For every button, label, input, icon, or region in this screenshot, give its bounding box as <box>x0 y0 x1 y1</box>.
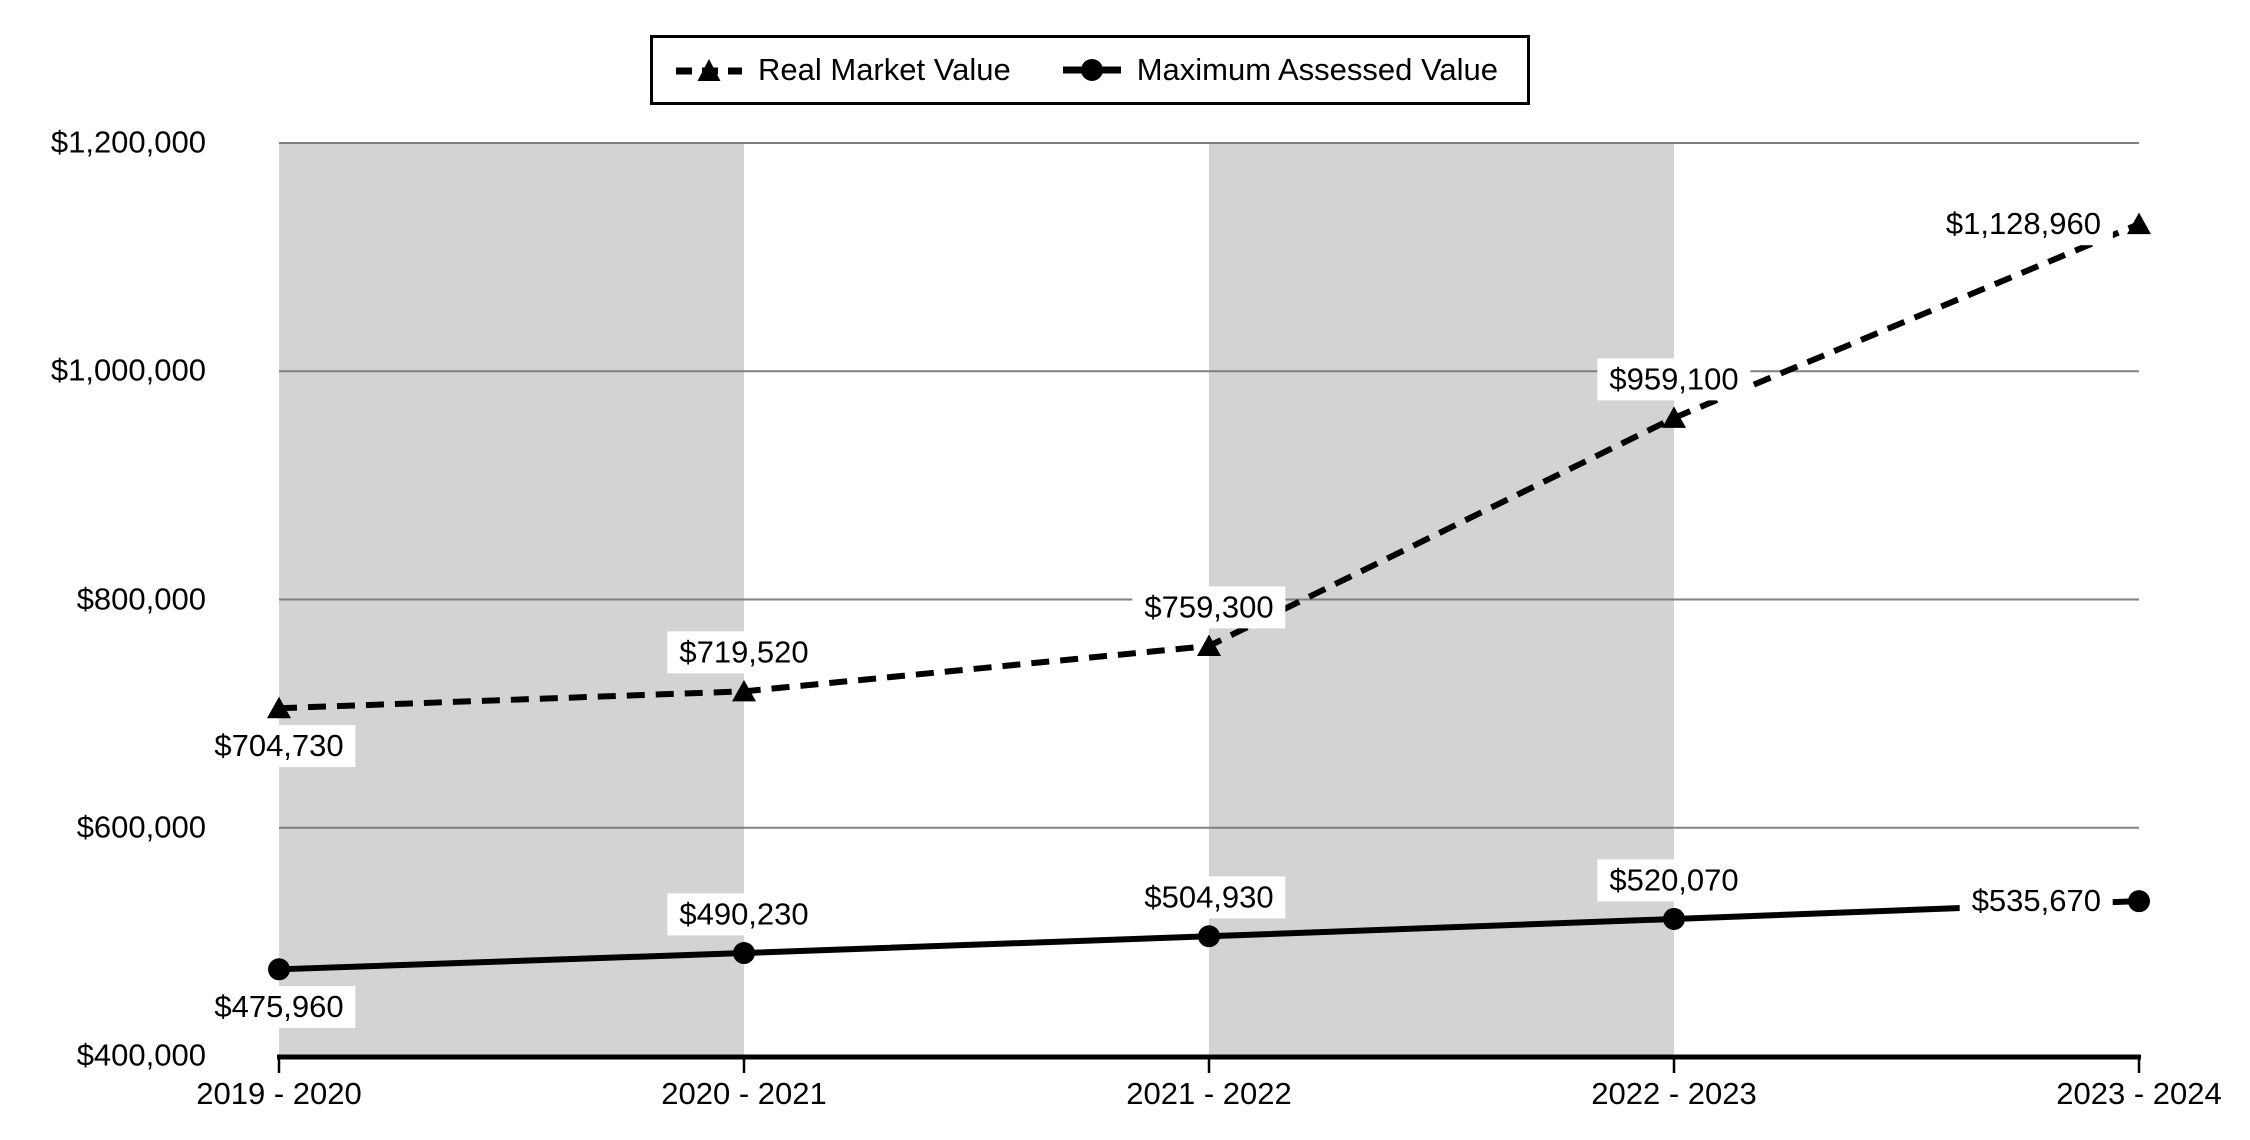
triangle-marker <box>1662 406 1686 428</box>
y-axis-tick-label: $1,200,000 <box>50 124 206 160</box>
y-axis-tick-label: $1,000,000 <box>50 352 206 388</box>
triangle-marker <box>267 696 291 719</box>
legend-label-maximum-assessed-value: Maximum Assessed Value <box>1136 52 1498 87</box>
data-label: $475,960 <box>202 986 356 1028</box>
y-axis-tick-label: $600,000 <box>76 809 206 845</box>
x-axis-tick-label: 2019 - 2020 <box>196 1076 362 1111</box>
circle-marker <box>1198 925 1220 948</box>
data-label: $520,070 <box>1597 859 1751 901</box>
data-label: $535,670 <box>1959 880 2113 922</box>
x-axis-tick-label: 2023 - 2024 <box>2056 1076 2222 1111</box>
data-label: $719,520 <box>667 631 821 674</box>
circle-marker <box>1663 907 1685 930</box>
circle-marker <box>2128 890 2150 913</box>
data-label: $759,300 <box>1132 586 1286 628</box>
data-label: $959,100 <box>1597 358 1751 400</box>
solid-line-circle-marker-icon <box>1062 59 1121 81</box>
triangle-marker <box>732 679 756 702</box>
data-label: $504,930 <box>1132 876 1286 919</box>
x-axis-tick-label: 2020 - 2021 <box>661 1076 827 1111</box>
data-label: $704,730 <box>202 725 356 767</box>
dashed-line-triangle-marker-icon <box>676 59 742 81</box>
triangle-marker <box>2127 212 2151 235</box>
x-axis-tick-label: 2021 - 2022 <box>1126 1076 1292 1111</box>
legend-label-real-market-value: Real Market Value <box>758 52 1011 87</box>
triangle-marker <box>1197 634 1221 656</box>
circle-marker <box>268 958 290 981</box>
legend: Real Market Value Maximum Assessed Value <box>650 35 1530 105</box>
x-axis-tick-label: 2022 - 2023 <box>1591 1076 1757 1111</box>
circle-marker <box>733 942 755 965</box>
y-axis-tick-label: $800,000 <box>76 580 206 616</box>
y-axis-tick-label: $400,000 <box>76 1037 206 1073</box>
data-label: $1,128,960 <box>1933 203 2113 245</box>
data-label: $490,230 <box>667 893 821 936</box>
